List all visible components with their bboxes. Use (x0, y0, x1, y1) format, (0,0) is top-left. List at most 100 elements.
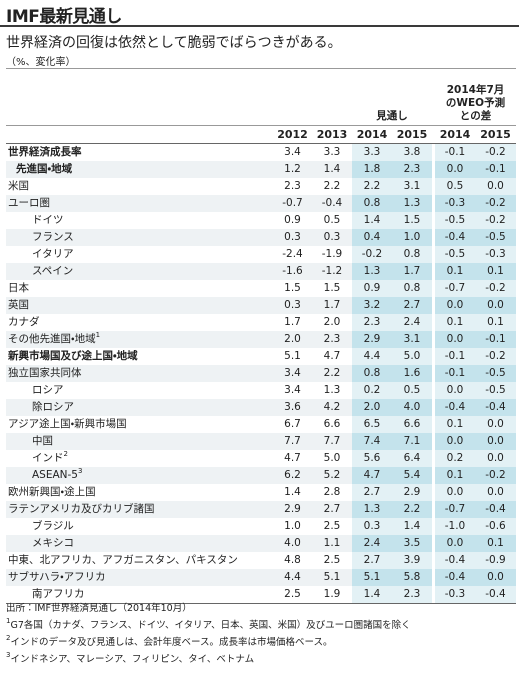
row-label-text: 米国 (8, 180, 29, 192)
cell: 3.2 (352, 297, 392, 314)
row-label: 英国 (6, 297, 273, 314)
cell: -0.4 (435, 399, 475, 416)
cell: 0.0 (475, 416, 516, 433)
blank (432, 68, 435, 126)
cell: 4.2 (312, 399, 352, 416)
table-row: ASEAN-53 6.2 5.2 4.7 5.4 0.1 -0.2 (6, 467, 516, 484)
cell: 1.4 (312, 161, 352, 178)
cell: 4.7 (352, 467, 392, 484)
row-label: 先進国・地域 (6, 161, 273, 178)
table-row: その他先進国・地域1 2.0 2.3 2.9 3.1 0.0 -0.1 (6, 331, 516, 348)
row-label: フランス (6, 229, 273, 246)
footnote: 2インドのデータ及び見通しは、会計年度ベース。成長率は市場価格ベース。 (6, 634, 411, 651)
cell: -0.4 (475, 586, 516, 604)
table-row: インド2 4.7 5.0 5.6 6.4 0.2 0.0 (6, 450, 516, 467)
blank (432, 212, 435, 229)
cell: 1.7 (392, 263, 432, 280)
cell: 2.2 (352, 178, 392, 195)
blank (6, 125, 273, 144)
cell: 0.2 (435, 450, 475, 467)
cell: -0.4 (475, 399, 516, 416)
cell: 2.0 (352, 399, 392, 416)
row-label-text: 日本 (8, 282, 29, 294)
cell: 5.0 (323, 452, 341, 464)
cell: 2.4 (352, 535, 392, 552)
blank (432, 161, 435, 178)
cell: 0.0 (475, 484, 516, 501)
cell: 2.3 (312, 331, 352, 348)
row-label-text: 中東、北アフリカ、アフガニスタン、パキスタン (8, 554, 238, 566)
row-label-text: 除ロシア (32, 401, 74, 413)
row-label-text: ドイツ (32, 214, 64, 226)
footnote-mark: 1 (95, 331, 101, 339)
row-label: イタリア (6, 246, 273, 263)
table-row: イタリア -2.4 -1.9 -0.2 0.8 -0.5 -0.3 (6, 246, 516, 263)
footnote-text: インドネシア、マレーシア、フィリピン、タイ、ベトナム (10, 654, 255, 665)
blank (432, 586, 435, 604)
blank (432, 399, 435, 416)
cell: 0.9 (352, 280, 392, 297)
cell: 1.3 (352, 501, 392, 518)
row-label-text: 世界経済成長率 (8, 146, 82, 158)
row-label: 欧州新興国・途上国 (6, 484, 273, 501)
row-label: 中国 (6, 433, 273, 450)
row-label-text: ロシア (32, 384, 64, 396)
cell: 1.3 (392, 195, 432, 212)
row-label-text: 独立国家共同体 (8, 367, 82, 379)
blank (6, 69, 273, 126)
cell: 2.2 (392, 501, 432, 518)
row-label: ユーロ圏 (6, 195, 273, 212)
cell: 6.2 (273, 467, 312, 484)
cell: -0.5 (435, 212, 475, 229)
cell: 7.1 (392, 433, 432, 450)
cell: 2.3 (392, 161, 432, 178)
blank (432, 314, 435, 331)
cell: 0.3 (312, 229, 352, 246)
row-label: その他先進国・地域1 (6, 331, 273, 348)
cell: 0.0 (435, 535, 475, 552)
cell: -0.4 (312, 195, 352, 212)
cell: 3.1 (392, 178, 432, 195)
cell: 4.8 (284, 554, 301, 566)
cell: 1.4 (352, 212, 392, 229)
cell: 0.0 (475, 569, 516, 586)
cell: -1.6 (273, 263, 312, 280)
cell: 1.4 (352, 586, 392, 604)
cell: 0.1 (435, 314, 475, 331)
cell: -0.1 (475, 331, 516, 348)
cell: 1.7 (312, 297, 352, 314)
cell: -0.4 (435, 229, 475, 246)
cell: 0.5 (435, 178, 475, 195)
row-label: アジア途上国・新興市場国 (6, 416, 273, 433)
cell: 3.6 (273, 399, 312, 416)
cell: 1.3 (323, 384, 341, 396)
cell: -1.0 (435, 518, 475, 535)
cell: 7.7 (312, 433, 352, 450)
row-label-text: 英国 (8, 299, 29, 311)
cell: -0.2 (475, 195, 516, 212)
row-label: ブラジル (6, 518, 273, 535)
table-row: ユーロ圏 -0.7 -0.4 0.8 1.3 -0.3 -0.2 (6, 195, 516, 212)
cell: 1.9 (312, 586, 352, 604)
blank (432, 246, 435, 263)
group-header-row: 見通し 2014年7月 のWEO予測 との差 (6, 68, 516, 126)
blank (432, 569, 435, 586)
cell: 2.3 (392, 586, 432, 604)
table-row: 中東、北アフリカ、アフガニスタン、パキスタン 4.8 2.5 2.7 3.9 -0.4 -0… (6, 552, 516, 569)
row-label: ドイツ (6, 212, 273, 229)
table-row: ロシア 3.4 1.3 0.2 0.5 0.0 -0.5 (6, 382, 516, 399)
column-header: 2014 (352, 125, 392, 144)
cell: -0.3 (435, 586, 475, 604)
cell: 7.7 (273, 433, 312, 450)
cell: -0.6 (475, 518, 516, 535)
row-label-text: スペイン (32, 265, 74, 277)
table-row: 欧州新興国・途上国 1.4 2.8 2.7 2.9 0.0 0.0 (6, 484, 516, 501)
cell: 3.1 (392, 331, 432, 348)
cell: -0.5 (475, 365, 516, 382)
cell: 6.6 (323, 418, 341, 430)
row-label-text: イタリア (32, 248, 74, 260)
footer: 出所：IMF世界経済見通し（2014年10月） 1G7各国（カナダ、フランス、ド… (6, 600, 411, 668)
row-label: ASEAN-53 (6, 467, 273, 484)
table-row: 世界経済成長率 3.4 3.3 3.3 3.8 -0.1 -0.2 (6, 143, 516, 161)
cell: 2.5 (323, 554, 341, 566)
